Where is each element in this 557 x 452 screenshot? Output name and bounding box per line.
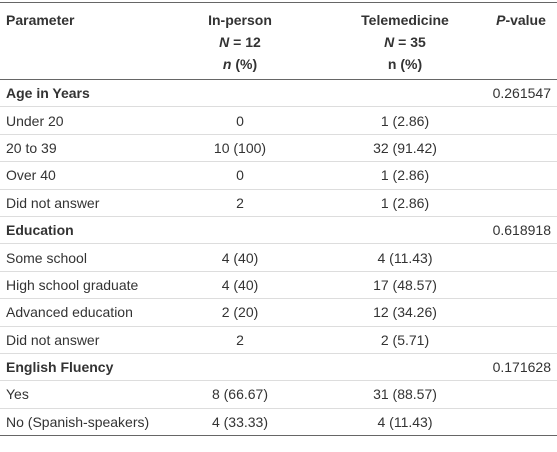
header-line: N = 35	[325, 31, 485, 53]
header-text: Parameter	[6, 12, 75, 28]
header-line: N = 12	[175, 31, 305, 53]
p-value: 0.618918	[485, 216, 557, 245]
cell-value: 2	[175, 189, 305, 217]
cell-value: 0	[175, 161, 305, 190]
data-row: Under 20 0 1 (2.86)	[0, 106, 557, 135]
row-label: Over 40	[0, 161, 175, 190]
section-name: Age in Years	[0, 79, 175, 108]
row-label: Some school	[0, 243, 175, 272]
table-body: Age in Years 0.261547 Under 20 0 1 (2.86) 20 …	[0, 79, 557, 436]
row-label: High school graduate	[0, 271, 175, 300]
cell-value: 4 (40)	[175, 243, 305, 272]
header-text: P	[496, 12, 506, 28]
cell-value: 1 (2.86)	[305, 161, 485, 190]
row-label: Yes	[0, 380, 175, 409]
row-label: No (Spanish-speakers)	[6, 413, 150, 430]
empty-cell	[305, 353, 485, 382]
empty-cell	[485, 298, 557, 327]
header-line: In-person	[175, 9, 305, 31]
cell-value: 4 (40)	[175, 271, 305, 300]
row-label: Did not answer	[0, 326, 175, 354]
data-row: Did not answer 2 2 (5.71)	[0, 326, 557, 354]
empty-cell	[485, 106, 557, 135]
cell-value: 1 (2.86)	[305, 106, 485, 135]
cell-value: 2	[175, 326, 305, 354]
section-row: Age in Years 0.261547	[0, 79, 557, 108]
data-row: Did not answer 2 1 (2.86)	[0, 189, 557, 217]
header-cell: Telemedicine N = 35 n (%)	[305, 2, 485, 80]
header-line: n (%)	[325, 53, 485, 75]
section-name: English Fluency	[0, 353, 175, 382]
cell-value: 4 (33.33)	[211, 413, 269, 430]
empty-cell	[485, 271, 557, 300]
empty-cell	[485, 243, 557, 272]
empty-cell	[175, 353, 305, 382]
cell-value: 0	[175, 106, 305, 135]
cell-value: 32 (91.42)	[305, 134, 485, 163]
empty-cell	[485, 134, 557, 163]
cell-value: 4 (11.43)	[377, 413, 433, 430]
row-label: Did not answer	[0, 189, 175, 217]
header-line: P-value	[485, 9, 557, 31]
data-row: Over 40 0 1 (2.86)	[0, 161, 557, 190]
cell-value: 1 (2.86)	[305, 189, 485, 217]
cell-value: 4 (11.43)	[305, 243, 485, 272]
header-line: Telemedicine	[325, 9, 485, 31]
header-text: N	[384, 34, 395, 50]
header-cell: P-value	[485, 2, 557, 80]
p-value: 0.171628	[485, 353, 557, 382]
cell-value: 8 (66.67)	[175, 380, 305, 409]
header-text: n (%)	[387, 56, 423, 72]
header-text: = 35	[394, 34, 426, 50]
data-row: Advanced education 2 (20) 12 (34.26)	[0, 298, 557, 327]
empty-cell	[305, 216, 485, 245]
header-cell: In-person N = 12 n (%)	[175, 2, 305, 80]
empty-cell	[175, 79, 305, 108]
header-cell: Parameter	[0, 2, 175, 80]
section-row: Education 0.618918	[0, 216, 557, 245]
section-row: English Fluency 0.171628	[0, 353, 557, 382]
row-label: 20 to 39	[0, 134, 175, 163]
header-text: -value	[505, 12, 546, 28]
header-text: In-person	[208, 12, 272, 28]
empty-cell	[305, 79, 485, 108]
cell-value: 10 (100)	[175, 134, 305, 163]
row-label: Advanced education	[0, 298, 175, 327]
cell-value: 2 (20)	[175, 298, 305, 327]
header-line: n (%)	[175, 53, 305, 75]
data-row: Yes 8 (66.67) 31 (88.57)	[0, 380, 557, 409]
cell-value: 31 (88.57)	[305, 380, 485, 409]
empty-cell	[485, 380, 557, 409]
empty-cell	[485, 408, 557, 435]
empty-cell	[485, 326, 557, 354]
header-text: N	[219, 34, 230, 50]
section-name: Education	[0, 216, 175, 245]
empty-cell	[485, 189, 557, 217]
header-text: Telemedicine	[361, 12, 449, 28]
empty-cell	[485, 161, 557, 190]
empty-cell	[175, 216, 305, 245]
data-row: Some school 4 (40) 4 (11.43)	[0, 243, 557, 272]
row-label: Under 20	[0, 106, 175, 135]
header-row: Parameter In-person N = 12 n (%) Telemedicin…	[0, 2, 557, 80]
p-value: 0.261547	[485, 79, 557, 108]
header-line: Parameter	[6, 9, 175, 31]
header-text: n	[222, 56, 232, 72]
data-table: Parameter In-person N = 12 n (%) Telemedicin…	[0, 2, 557, 437]
cell-value: 2 (5.71)	[305, 326, 485, 354]
data-row: No (Spanish-speakers) 4 (33.33) 4 (11.43)	[0, 408, 557, 435]
data-row: 20 to 39 10 (100) 32 (91.42)	[0, 134, 557, 163]
data-row: High school graduate 4 (40) 17 (48.57)	[0, 271, 557, 300]
header-text: = 12	[229, 34, 261, 50]
cell-value: 12 (34.26)	[305, 298, 485, 327]
header-text: (%)	[231, 56, 258, 72]
cell-value: 17 (48.57)	[305, 271, 485, 300]
